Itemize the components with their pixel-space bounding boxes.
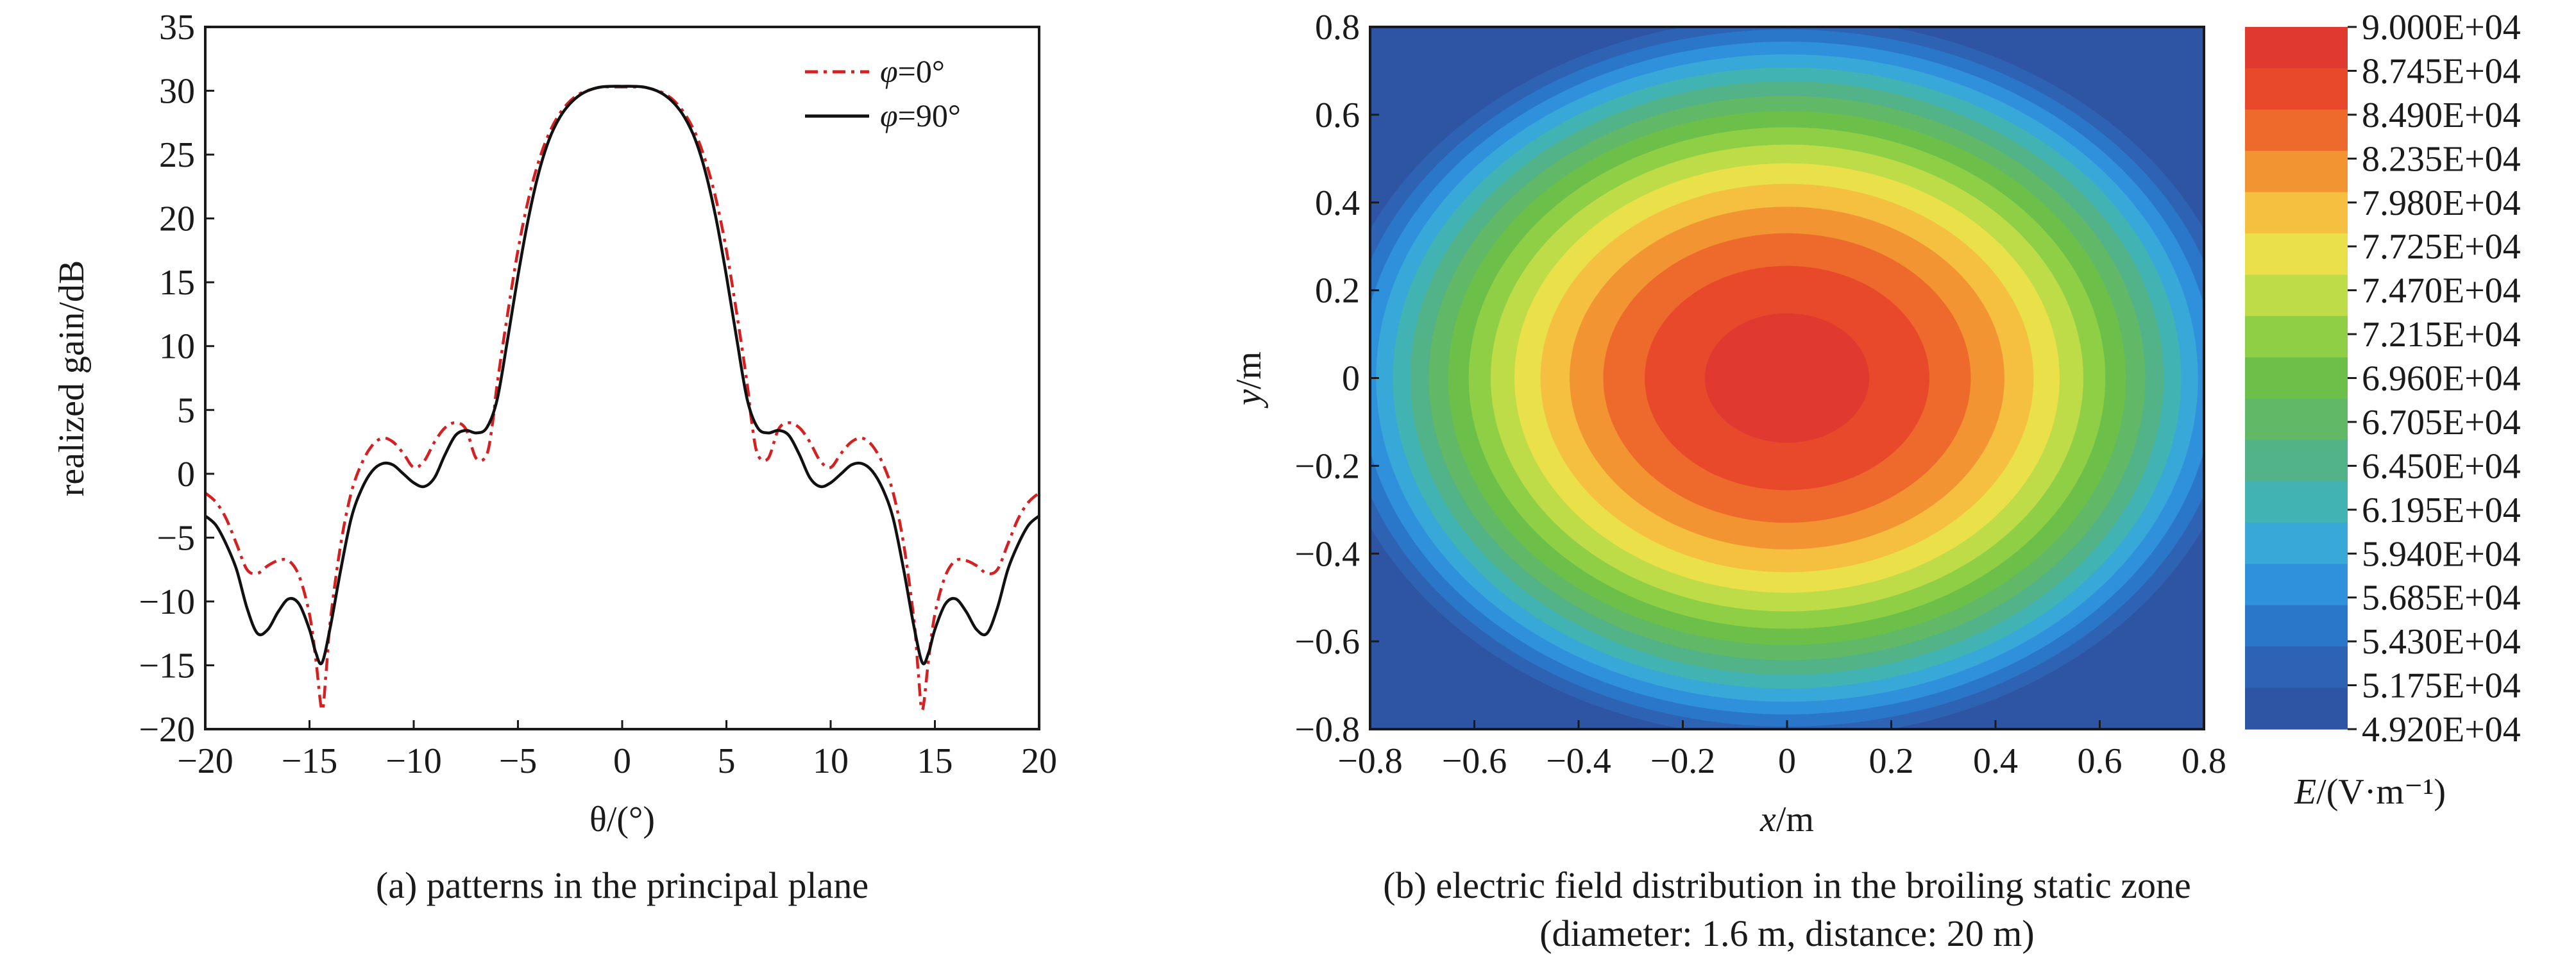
colorbar-tick-label: 6.450E+04 <box>2362 446 2521 486</box>
y-tick-label-b: 0.6 <box>1315 96 1360 135</box>
colorbar-tick-label: 6.195E+04 <box>2362 491 2521 530</box>
y-ticks-a: −20 −15 −10 −5 0 5 10 15 20 25 30 35 <box>139 8 214 750</box>
colorbar-segment <box>2245 151 2348 193</box>
y-ticks-b: −0.8 −0.6 −0.4 −0.2 0 0.2 0.4 0.6 0.8 <box>1294 8 1379 750</box>
x-axis-label-b: x/m <box>1759 800 1814 839</box>
y-tick-label-a: 0 <box>177 455 195 494</box>
colorbar-segment <box>2245 398 2348 441</box>
series-line-phi90 <box>205 85 1039 666</box>
y-axis-label-a: realized gain/dB <box>52 260 92 497</box>
colorbar-segment <box>2245 192 2348 234</box>
x-tick-label-a: 20 <box>1021 741 1057 781</box>
y-tick-label-b: −0.6 <box>1294 622 1360 662</box>
x-tick-label-b: −0.8 <box>1337 741 1403 781</box>
panel-b: −0.8 −0.6 −0.4 −0.2 0 0.2 0.4 0.6 0.8 −0.8−0.6−0… <box>1229 8 2521 954</box>
y-tick-label-a: −20 <box>139 710 195 750</box>
x-tick-label-a: −10 <box>386 741 442 781</box>
panel-a: −20 −15 −10 −5 0 5 10 15 20 −20 −15 −10 −5 0 5 10 15 20 2… <box>52 8 1057 906</box>
y-tick-label-a: 35 <box>159 8 195 47</box>
x-tick-label-b: 0.8 <box>2182 741 2226 781</box>
colorbar-segment <box>2245 605 2348 647</box>
x-tick-label-b: 0.2 <box>1869 741 1914 781</box>
legend-a: φ=0° φ=90° <box>805 53 961 133</box>
colorbar-tick-label: 8.745E+04 <box>2362 51 2521 91</box>
y-tick-label-a: 15 <box>159 263 195 303</box>
x-tick-label-b: −0.4 <box>1546 741 1611 781</box>
colorbar: 9.000E+04 8.745E+04 8.490E+04 8.235E+047.98… <box>2245 8 2521 750</box>
colorbar-tick-label: 8.235E+04 <box>2362 139 2521 179</box>
colorbar-tick-label: 5.940E+04 <box>2362 534 2521 574</box>
colorbar-segment <box>2245 27 2348 69</box>
x-tick-label-a: 10 <box>813 741 849 781</box>
x-tick-label-a: 15 <box>917 741 953 781</box>
colorbar-tick-label: 4.920E+04 <box>2362 710 2521 750</box>
caption-a: (a) patterns in the principal plane <box>376 864 869 906</box>
colorbar-segment <box>2245 68 2348 110</box>
x-tick-label-b: 0.6 <box>2078 741 2123 781</box>
legend-label-phi90: φ=90° <box>880 97 961 133</box>
colorbar-label: E/(V·m⁻¹) <box>2294 772 2446 812</box>
series-group-a <box>205 85 1039 712</box>
colorbar-tick-label: 7.215E+04 <box>2362 315 2521 355</box>
colorbar-segment <box>2245 274 2348 317</box>
x-tick-label-b: 0 <box>1778 741 1796 781</box>
y-tick-label-b: −0.8 <box>1294 710 1360 750</box>
legend-label-phi0: φ=0° <box>880 53 945 89</box>
colorbar-tick-label: 7.980E+04 <box>2362 183 2521 223</box>
x-tick-label-b: 0.4 <box>1973 741 2018 781</box>
y-tick-label-a: −15 <box>139 646 195 686</box>
colorbar-segment <box>2245 564 2348 606</box>
x-tick-label-a: −15 <box>282 741 338 781</box>
colorbar-tick-label: 6.960E+04 <box>2362 359 2521 399</box>
x-tick-label-a: 0 <box>613 741 631 781</box>
y-tick-label-a: 30 <box>159 72 195 112</box>
y-tick-label-b: 0.8 <box>1315 8 1360 47</box>
colorbar-segment <box>2245 481 2348 523</box>
x-tick-label-a: −5 <box>499 741 538 781</box>
colorbar-tick-label: 7.725E+04 <box>2362 227 2521 267</box>
colorbar-segment <box>2245 687 2348 730</box>
y-tick-label-a: −5 <box>157 518 195 558</box>
x-ticks-b: −0.8 −0.6 −0.4 −0.2 0 0.2 0.4 0.6 0.8 <box>1337 720 2226 781</box>
colorbar-tick-label: 8.490E+04 <box>2362 96 2521 135</box>
y-axis-label-b: y/m <box>1229 351 1269 408</box>
colorbar-tick-label: 7.470E+04 <box>2362 271 2521 311</box>
field-contour-band <box>1704 313 1870 443</box>
colorbar-segment <box>2245 646 2348 689</box>
colorbar-segment <box>2245 316 2348 358</box>
y-tick-label-b: −0.4 <box>1294 534 1360 574</box>
colorbar-segment <box>2245 357 2348 400</box>
colorbar-segment <box>2245 233 2348 276</box>
x-ticks-a: −20 −15 −10 −5 0 5 10 15 20 <box>177 720 1057 781</box>
x-tick-label-b: −0.2 <box>1650 741 1716 781</box>
y-tick-label-a: 20 <box>159 199 195 239</box>
y-tick-label-b: 0.2 <box>1315 271 1360 311</box>
y-tick-label-a: 25 <box>159 135 195 175</box>
colorbar-tick-label: 5.175E+04 <box>2362 666 2521 706</box>
colorbar-segment <box>2245 109 2348 151</box>
colorbar-tick-label: 5.430E+04 <box>2362 622 2521 662</box>
caption-b-line2: (diameter: 1.6 m, distance: 20 m) <box>1539 913 2035 954</box>
colorbar-segment <box>2245 522 2348 564</box>
colorbar-segment <box>2245 440 2348 482</box>
y-tick-label-a: 10 <box>159 327 195 367</box>
x-axis-label-a: θ/(°) <box>589 800 655 839</box>
series-line-phi0 <box>205 85 1039 712</box>
colorbar-tick-label: 5.685E+04 <box>2362 578 2521 618</box>
colorbar-tick-label: 9.000E+04 <box>2362 8 2521 47</box>
colorbar-tick-label: 6.705E+04 <box>2362 403 2521 442</box>
x-tick-label-a: 5 <box>718 741 736 781</box>
y-tick-label-b: 0.4 <box>1315 183 1360 223</box>
y-tick-label-a: −10 <box>139 582 195 622</box>
y-tick-label-b: 0 <box>1342 359 1360 399</box>
x-tick-label-a: −20 <box>177 741 233 781</box>
y-tick-label-b: −0.2 <box>1294 446 1360 486</box>
y-tick-label-a: 5 <box>177 391 195 430</box>
caption-b-line1: (b) electric field distribution in the b… <box>1383 864 2191 906</box>
x-tick-label-b: −0.6 <box>1442 741 1507 781</box>
heatmap-field <box>1370 27 2204 729</box>
